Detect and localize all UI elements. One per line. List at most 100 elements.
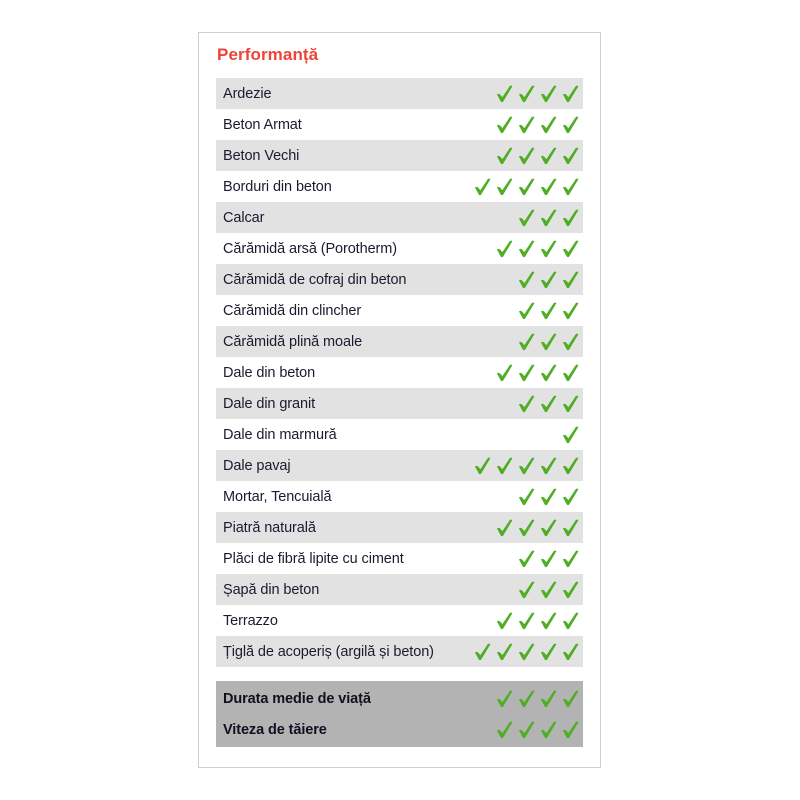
table-row: Calcar (216, 202, 583, 233)
check-mark-icon (540, 302, 557, 319)
check-mark-icon (496, 612, 513, 629)
check-mark-icon (562, 457, 579, 474)
check-mark-icon (474, 643, 491, 660)
check-mark-icon (540, 612, 557, 629)
check-mark-icon (540, 209, 557, 226)
check-mark-icon (540, 395, 557, 412)
check-mark-icon (562, 721, 579, 738)
check-mark-icon (562, 240, 579, 257)
check-mark-icon (562, 147, 579, 164)
check-mark-icon (518, 550, 535, 567)
check-mark-icon (518, 457, 535, 474)
table-row: Șapă din beton (216, 574, 583, 605)
material-rating-list: Ardezie Beton Armat Beton Vechi Borduri din… (216, 78, 583, 667)
check-mark-icon (518, 690, 535, 707)
check-mark-icon (496, 721, 513, 738)
check-mark-icon (540, 178, 557, 195)
check-mark-icon (562, 395, 579, 412)
check-mark-icon (474, 178, 491, 195)
table-row: Cărămidă arsă (Porotherm) (216, 233, 583, 264)
rating-marks (560, 424, 581, 445)
row-label: Șapă din beton (223, 581, 320, 598)
table-row: Cărămidă din clincher (216, 295, 583, 326)
rating-marks (516, 579, 581, 600)
check-mark-icon (562, 116, 579, 133)
check-mark-icon (562, 612, 579, 629)
table-row: Dale din marmură (216, 419, 583, 450)
check-mark-icon (518, 209, 535, 226)
table-row: Dale din granit (216, 388, 583, 419)
check-mark-icon (540, 271, 557, 288)
row-label: Viteza de tăiere (223, 721, 327, 738)
check-mark-icon (562, 643, 579, 660)
row-label: Borduri din beton (223, 178, 332, 195)
row-label: Cărămidă arsă (Porotherm) (223, 240, 397, 257)
check-mark-icon (496, 147, 513, 164)
check-mark-icon (562, 271, 579, 288)
rating-marks (494, 145, 581, 166)
rating-marks (516, 207, 581, 228)
rating-marks (516, 393, 581, 414)
check-mark-icon (496, 364, 513, 381)
rating-marks (494, 114, 581, 135)
check-mark-icon (518, 488, 535, 505)
page-title: Performanță (217, 45, 319, 64)
check-mark-icon (518, 519, 535, 536)
rating-marks (472, 455, 581, 476)
rating-marks (516, 486, 581, 507)
table-row: Viteza de tăiere (216, 714, 583, 745)
check-mark-icon (562, 426, 579, 443)
table-row: Durata medie de viață (216, 683, 583, 714)
check-mark-icon (540, 240, 557, 257)
performance-panel: Performanță Ardezie Beton Armat Beton Vech… (198, 32, 601, 768)
table-row: Țiglă de acoperiș (argilă și beton) (216, 636, 583, 667)
rating-marks (472, 176, 581, 197)
rating-marks (516, 331, 581, 352)
table-row: Terrazzo (216, 605, 583, 636)
check-mark-icon (540, 147, 557, 164)
row-label: Dale din beton (223, 364, 316, 381)
row-label: Ardezie (223, 85, 272, 102)
check-mark-icon (518, 302, 535, 319)
check-mark-icon (540, 643, 557, 660)
check-mark-icon (562, 178, 579, 195)
table-row: Dale din beton (216, 357, 583, 388)
table-row: Cărămidă de cofraj din beton (216, 264, 583, 295)
rating-marks (494, 688, 581, 709)
check-mark-icon (540, 581, 557, 598)
check-mark-icon (562, 209, 579, 226)
check-mark-icon (496, 457, 513, 474)
check-mark-icon (562, 488, 579, 505)
table-row: Dale pavaj (216, 450, 583, 481)
check-mark-icon (518, 240, 535, 257)
check-mark-icon (518, 178, 535, 195)
check-mark-icon (562, 581, 579, 598)
check-mark-icon (540, 116, 557, 133)
check-mark-icon (562, 333, 579, 350)
table-row: Beton Vechi (216, 140, 583, 171)
check-mark-icon (518, 612, 535, 629)
row-label: Plăci de fibră lipite cu ciment (223, 550, 404, 567)
rating-marks (472, 641, 581, 662)
row-label: Cărămidă plină moale (223, 333, 363, 350)
rating-marks (494, 238, 581, 259)
rating-marks (516, 269, 581, 290)
check-mark-icon (496, 178, 513, 195)
check-mark-icon (496, 690, 513, 707)
check-mark-icon (540, 457, 557, 474)
check-mark-icon (562, 85, 579, 102)
check-mark-icon (518, 116, 535, 133)
check-mark-icon (562, 550, 579, 567)
check-mark-icon (562, 302, 579, 319)
check-mark-icon (518, 85, 535, 102)
check-mark-icon (540, 721, 557, 738)
check-mark-icon (540, 364, 557, 381)
table-row: Mortar, Tencuială (216, 481, 583, 512)
row-label: Beton Vechi (223, 147, 300, 164)
row-label: Cărămidă de cofraj din beton (223, 271, 407, 288)
rating-marks (494, 610, 581, 631)
row-label: Dale pavaj (223, 457, 291, 474)
row-label: Terrazzo (223, 612, 278, 629)
row-label: Dale din granit (223, 395, 315, 412)
table-row: Borduri din beton (216, 171, 583, 202)
